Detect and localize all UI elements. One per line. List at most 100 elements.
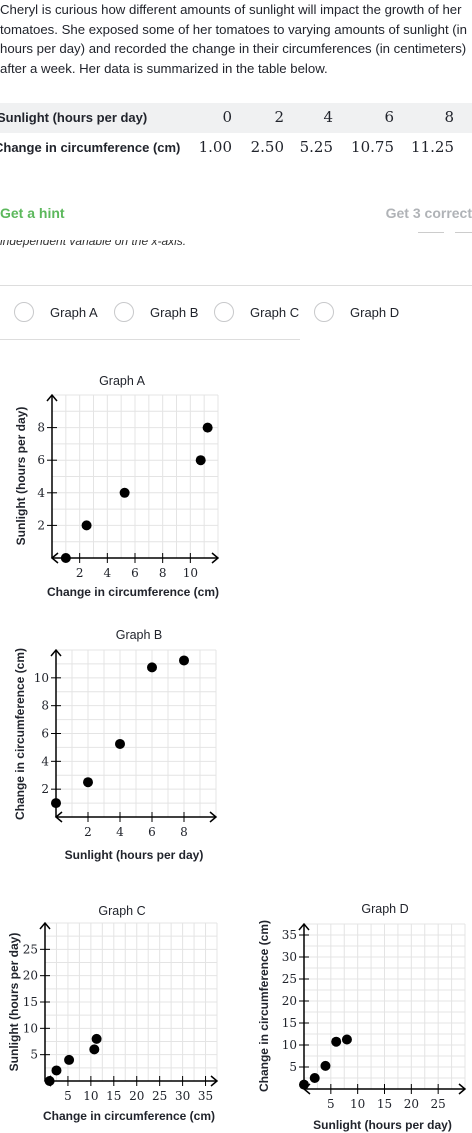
- x-tick-label: 10: [350, 1097, 365, 1111]
- x-axis-label: Change in circumference (cm): [47, 585, 219, 599]
- radio-icon[interactable]: [14, 302, 34, 322]
- choice-label: Graph C: [250, 305, 300, 320]
- y-axis-arrow-icon: [39, 921, 51, 930]
- choice-label: Graph A: [50, 305, 98, 320]
- x-tick-label: 15: [106, 1089, 121, 1103]
- y-tick-label: 15: [282, 1016, 297, 1030]
- data-point: [44, 1076, 55, 1086]
- x-tick-label: 10: [183, 566, 198, 580]
- table-cell: 4: [323, 108, 333, 126]
- y-tick-label: 5: [289, 1060, 297, 1074]
- radio-icon[interactable]: [114, 302, 134, 322]
- y-axis-arrow-icon: [298, 922, 310, 931]
- y-axis-arrow-icon: [50, 648, 62, 657]
- data-point: [51, 1065, 62, 1076]
- y-axis-label: Sunlight (hours per day): [7, 933, 21, 1072]
- x-axis-arrow-icon: [210, 1075, 219, 1087]
- x-tick-label: 15: [377, 1097, 392, 1111]
- y-tick-label: 6: [37, 453, 45, 467]
- data-point: [309, 1073, 320, 1083]
- graph-a: 2 4 6 8 10 2 4 6 8 Graph A Change in circumference…: [14, 374, 220, 599]
- x-tick-label: 25: [152, 1089, 167, 1103]
- y-tick-label: 35: [282, 928, 297, 942]
- data-point: [299, 1079, 309, 1090]
- data-point: [331, 1036, 342, 1047]
- y-tick-label: 5: [30, 1048, 38, 1062]
- x-tick-label: 8: [180, 825, 188, 839]
- data-point: [89, 1044, 100, 1055]
- data-point: [83, 777, 93, 788]
- x-tick-label: 20: [404, 1097, 419, 1111]
- x-axis-arrow-icon: [209, 811, 218, 823]
- x-axis-label: Change in circumference (cm): [43, 1109, 215, 1123]
- y-axis-label: Change in circumference (cm): [13, 648, 27, 820]
- radio-icon[interactable]: [214, 302, 234, 322]
- data-point: [179, 655, 189, 666]
- progress-dash: [455, 232, 472, 233]
- x-axis-arrow-icon: [302, 1083, 311, 1095]
- question-intro: Cheryl is curious how different amounts …: [0, 2, 467, 76]
- data-point: [91, 1033, 102, 1044]
- table-cell: 1.00: [198, 138, 232, 156]
- get-hint-link[interactable]: Get a hint: [0, 205, 65, 221]
- x-axis-arrow-icon: [54, 811, 63, 823]
- table-cell: 2: [274, 108, 284, 126]
- y-tick-label: 10: [23, 1021, 38, 1035]
- x-tick-label: 4: [116, 825, 124, 839]
- table-cell: 8: [444, 108, 454, 126]
- graph-title: Graph A: [99, 374, 146, 388]
- table-row: Sunlight (hours per day) 0 2 4 6 8: [0, 103, 472, 133]
- x-tick-label: 10: [83, 1089, 98, 1103]
- x-axis-label: Sunlight (hours per day): [65, 848, 204, 862]
- y-tick-label: 8: [37, 421, 45, 435]
- table-cell: 5.25: [299, 138, 333, 156]
- data-point: [64, 1054, 75, 1065]
- x-tick-label: 8: [159, 566, 167, 580]
- x-tick-label: 2: [84, 825, 92, 839]
- data-point: [81, 520, 92, 531]
- table-cell: 0: [222, 108, 232, 126]
- x-tick-label: 25: [431, 1097, 446, 1111]
- graph-title: Graph D: [361, 902, 408, 916]
- choice-label: Graph D: [350, 305, 400, 320]
- x-axis-arrow-icon: [211, 552, 220, 564]
- y-axis-label: Change in circumference (cm): [257, 920, 271, 1092]
- table-cell: 6: [384, 108, 394, 126]
- data-point: [115, 738, 125, 749]
- data-point: [195, 455, 206, 466]
- x-tick-label: 6: [148, 825, 156, 839]
- graph-title: Graph C: [98, 904, 145, 918]
- y-axis-label: Sunlight (hours per day): [14, 407, 28, 546]
- x-tick-label: 6: [131, 566, 139, 580]
- y-tick-label: 6: [41, 727, 49, 741]
- x-axis-label: Sunlight (hours per day): [313, 1118, 452, 1132]
- data-table: Sunlight (hours per day) 0 2 4 6 8 Chang…: [0, 103, 472, 163]
- data-point: [147, 662, 157, 673]
- x-tick-label: 4: [104, 566, 112, 580]
- y-tick-label: 25: [282, 972, 297, 986]
- y-tick-label: 20: [23, 969, 38, 983]
- x-tick-label: 30: [175, 1089, 190, 1103]
- graph-d: 5 10 15 20 25 5 10 15 20 25 30 35 Graph D Sunlight (h…: [257, 902, 467, 1132]
- y-tick-label: 10: [34, 671, 49, 685]
- radio-icon[interactable]: [314, 302, 334, 322]
- x-tick-label: 2: [76, 566, 84, 580]
- divider: [0, 339, 300, 340]
- x-axis-arrow-icon: [50, 552, 59, 564]
- data-point: [60, 553, 71, 563]
- data-point: [119, 487, 130, 498]
- choice-label: Graph B: [150, 305, 199, 320]
- y-tick-label: 2: [41, 782, 49, 796]
- y-tick-label: 8: [41, 699, 49, 713]
- table-row: Change in circumference (cm) 1.00 2.50 5…: [0, 133, 472, 163]
- x-tick-label: 5: [327, 1097, 335, 1111]
- graph-title: Graph B: [116, 628, 163, 642]
- y-tick-label: 25: [23, 942, 38, 956]
- x-tick-label: 5: [64, 1089, 72, 1103]
- y-tick-label: 20: [282, 994, 297, 1008]
- data-point: [341, 1034, 352, 1045]
- y-tick-label: 4: [41, 754, 49, 768]
- data-point: [320, 1060, 331, 1071]
- data-point: [202, 422, 213, 433]
